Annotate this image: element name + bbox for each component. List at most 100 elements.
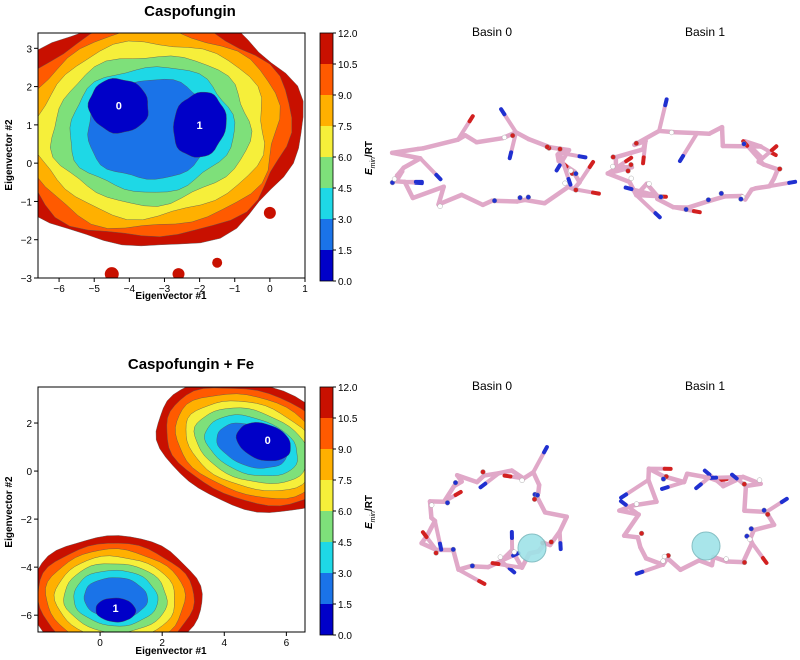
molecule-atom bbox=[478, 481, 488, 490]
molecule-atom bbox=[548, 539, 554, 545]
molecule-atom bbox=[683, 206, 689, 213]
molecule-bond bbox=[617, 503, 636, 513]
panel2-title: Caspofungin + Fe bbox=[128, 356, 254, 373]
colorbar-segment bbox=[320, 511, 333, 542]
molecule-atom bbox=[625, 168, 631, 174]
contour-levels bbox=[38, 387, 305, 632]
panel2-molecule-basin0 bbox=[419, 445, 570, 586]
molecule-atom bbox=[730, 472, 739, 481]
molecule-atom bbox=[507, 566, 517, 575]
y-tick-label: −6 bbox=[21, 611, 33, 622]
molecule-bond bbox=[534, 493, 548, 515]
x-tick-label: −1 bbox=[229, 284, 241, 295]
molecule-side-chain bbox=[441, 492, 458, 504]
colorbar-tick-label: 0.0 bbox=[338, 631, 352, 642]
panel1-molecule-basin0 bbox=[389, 107, 601, 209]
molecule-atom bbox=[638, 530, 645, 537]
molecule-side-chain bbox=[657, 103, 668, 133]
basin-label: 1 bbox=[113, 603, 119, 615]
molecule-bond bbox=[513, 130, 531, 142]
molecule-side-chain bbox=[424, 534, 439, 552]
y-tick-label: −1 bbox=[21, 197, 33, 208]
molecule-bond bbox=[761, 162, 781, 172]
x-tick-label: 1 bbox=[302, 284, 308, 295]
molecule-bond bbox=[389, 146, 421, 156]
molecule-side-chain bbox=[557, 150, 582, 159]
molecule-atom bbox=[610, 154, 616, 160]
molecule-atom bbox=[501, 134, 508, 141]
colorbar-tick-label: 12.0 bbox=[338, 383, 358, 394]
molecule-atom bbox=[437, 541, 444, 552]
colorbar-segment bbox=[320, 33, 333, 64]
molecule-atom bbox=[660, 558, 666, 564]
x-tick-label: 6 bbox=[284, 638, 290, 649]
molecule-side-chain bbox=[745, 143, 766, 167]
molecule-atom bbox=[633, 501, 640, 507]
molecule-bond bbox=[719, 124, 726, 149]
colorbar-segment bbox=[320, 95, 333, 126]
molecule-atom bbox=[497, 554, 503, 560]
contour-speckle bbox=[212, 257, 223, 268]
molecule-bond bbox=[459, 192, 486, 208]
molecule-atom bbox=[391, 176, 398, 182]
basin-label: 1 bbox=[197, 120, 203, 132]
fe-ion bbox=[691, 531, 721, 561]
colorbar-segment bbox=[320, 126, 333, 157]
molecule-atom bbox=[566, 176, 573, 187]
molecule-atom bbox=[777, 166, 783, 172]
molecule-atom bbox=[420, 530, 429, 539]
colorbar-segment bbox=[320, 219, 333, 250]
molecule-atom bbox=[658, 194, 664, 200]
fe-ion bbox=[517, 533, 547, 563]
colorbar-tick-label: 7.5 bbox=[338, 476, 352, 487]
molecule-bond bbox=[753, 183, 772, 191]
molecule-atom bbox=[641, 155, 646, 166]
panel1-colorbar-label-e: E bbox=[364, 168, 375, 175]
colorbar-tick-label: 3.0 bbox=[338, 215, 352, 226]
panel2-structure-title-1: Basin 1 bbox=[685, 379, 725, 393]
colorbar-tick-label: 6.0 bbox=[338, 507, 352, 518]
x-tick-label: 4 bbox=[221, 638, 227, 649]
molecule-atom bbox=[702, 468, 712, 477]
molecule-side-chain bbox=[681, 131, 700, 158]
x-tick-label: −4 bbox=[124, 284, 136, 295]
colorbar-segment bbox=[320, 480, 333, 511]
colorbar-tick-label: 10.5 bbox=[338, 414, 358, 425]
molecule-side-chain bbox=[432, 518, 442, 546]
molecule-atom bbox=[507, 150, 514, 161]
colorbar-segment bbox=[320, 573, 333, 604]
basin-core-1 bbox=[95, 597, 137, 623]
molecule-side-chain bbox=[455, 119, 472, 142]
molecule-atom bbox=[562, 180, 568, 186]
basin-core-0 bbox=[87, 78, 149, 134]
molecule-side-chain bbox=[641, 138, 648, 160]
molecule-side-chain bbox=[623, 502, 641, 517]
molecule-atom bbox=[444, 500, 451, 506]
molecule-atom bbox=[534, 492, 541, 498]
molecule-atom bbox=[663, 97, 669, 108]
panel1-molecule-basin1 bbox=[605, 97, 798, 220]
molecule-atom bbox=[747, 536, 753, 542]
molecule-atom bbox=[779, 496, 789, 505]
molecule-side-chain bbox=[483, 471, 502, 486]
panel2-molecule-basin1 bbox=[617, 466, 789, 576]
molecule-atom bbox=[577, 154, 588, 160]
molecule-atom bbox=[587, 160, 596, 170]
molecule-atom bbox=[499, 107, 507, 117]
molecule-atom bbox=[554, 163, 562, 173]
panel1-axes-frame bbox=[37, 32, 306, 279]
colorbar-tick-label: 9.0 bbox=[338, 91, 352, 102]
colorbar-segment bbox=[320, 157, 333, 188]
molecule-side-chain bbox=[502, 112, 519, 135]
colorbar-segment bbox=[320, 449, 333, 480]
basin-core-0 bbox=[235, 422, 291, 461]
molecule-side-chain bbox=[629, 187, 659, 198]
molecule-atom bbox=[517, 195, 523, 201]
molecule-side-chain bbox=[496, 562, 524, 570]
molecule-bond bbox=[436, 184, 446, 207]
molecule-side-chain bbox=[767, 180, 792, 189]
x-tick-label: −2 bbox=[194, 284, 206, 295]
colorbar-tick-label: 4.5 bbox=[338, 538, 352, 549]
molecule-bond bbox=[706, 194, 728, 204]
